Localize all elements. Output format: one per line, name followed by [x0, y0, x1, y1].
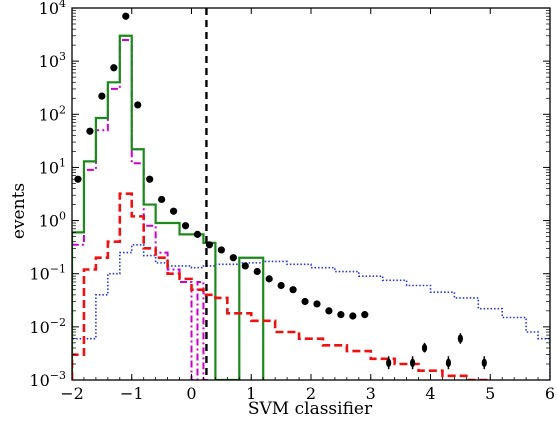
- y-tick-label: 104: [39, 0, 66, 18]
- data-point: [241, 262, 249, 270]
- data-point: [277, 281, 285, 290]
- data-point: [349, 312, 357, 320]
- data-point: [169, 207, 178, 215]
- histogram-dashed-step: [72, 192, 491, 380]
- data-point: [86, 127, 94, 135]
- data-point: [146, 175, 154, 183]
- data-point: [386, 358, 392, 368]
- data-point: [457, 334, 463, 343]
- data-point: [193, 230, 202, 238]
- data-point: [301, 297, 309, 306]
- x-tick-label: 5: [485, 384, 495, 403]
- y-axis-title: events: [9, 183, 29, 239]
- data-point: [122, 12, 130, 20]
- data-point: [481, 358, 487, 368]
- y-tick-label: 101: [39, 156, 66, 177]
- data-point: [229, 254, 237, 262]
- data-point: [445, 358, 452, 368]
- x-tick-label: 1: [246, 384, 256, 403]
- data-point: [289, 286, 297, 294]
- data-point: [361, 311, 369, 319]
- y-tick-label: 100: [39, 210, 66, 231]
- data-point: [110, 64, 118, 72]
- data-point: [265, 275, 273, 283]
- data-point: [158, 195, 166, 204]
- axis-ticks: −2 −1 0 1 2 3 4 5 6 10−3 10−2 10−1 100 101 102 103 104: [29, 0, 555, 403]
- data-point: [337, 311, 345, 319]
- x-tick-label: 6: [545, 384, 555, 403]
- plot-area: [72, 8, 550, 380]
- histogram-dashdot-step: [72, 38, 210, 380]
- data-point: [313, 300, 321, 308]
- data-point: [325, 307, 333, 315]
- data-point: [134, 101, 142, 109]
- x-tick-label: 2: [306, 384, 316, 403]
- data-point: [98, 92, 106, 100]
- data-point: [217, 246, 225, 254]
- x-tick-label: −1: [120, 384, 144, 403]
- data-point: [205, 241, 214, 249]
- data-point: [421, 343, 428, 353]
- data-point: [181, 222, 190, 230]
- x-axis-title: SVM classifier: [248, 399, 373, 419]
- histogram-solid-step: [72, 34, 265, 380]
- histogram-dotted-step: [72, 244, 550, 380]
- plot-content: [72, 8, 550, 380]
- data-point: [74, 175, 82, 183]
- x-tick-label: −2: [60, 384, 84, 403]
- x-tick-label: 4: [425, 384, 435, 403]
- data-point: [409, 358, 416, 368]
- x-tick-label: 3: [366, 384, 376, 403]
- y-tick-label: 10−3: [29, 369, 66, 390]
- x-tick-label: 0: [186, 384, 196, 403]
- y-tick-label: 10−1: [29, 263, 66, 284]
- data-point: [253, 267, 261, 276]
- y-tick-label: 102: [39, 103, 66, 124]
- y-tick-label: 103: [39, 50, 66, 71]
- y-tick-label: 10−2: [29, 316, 66, 337]
